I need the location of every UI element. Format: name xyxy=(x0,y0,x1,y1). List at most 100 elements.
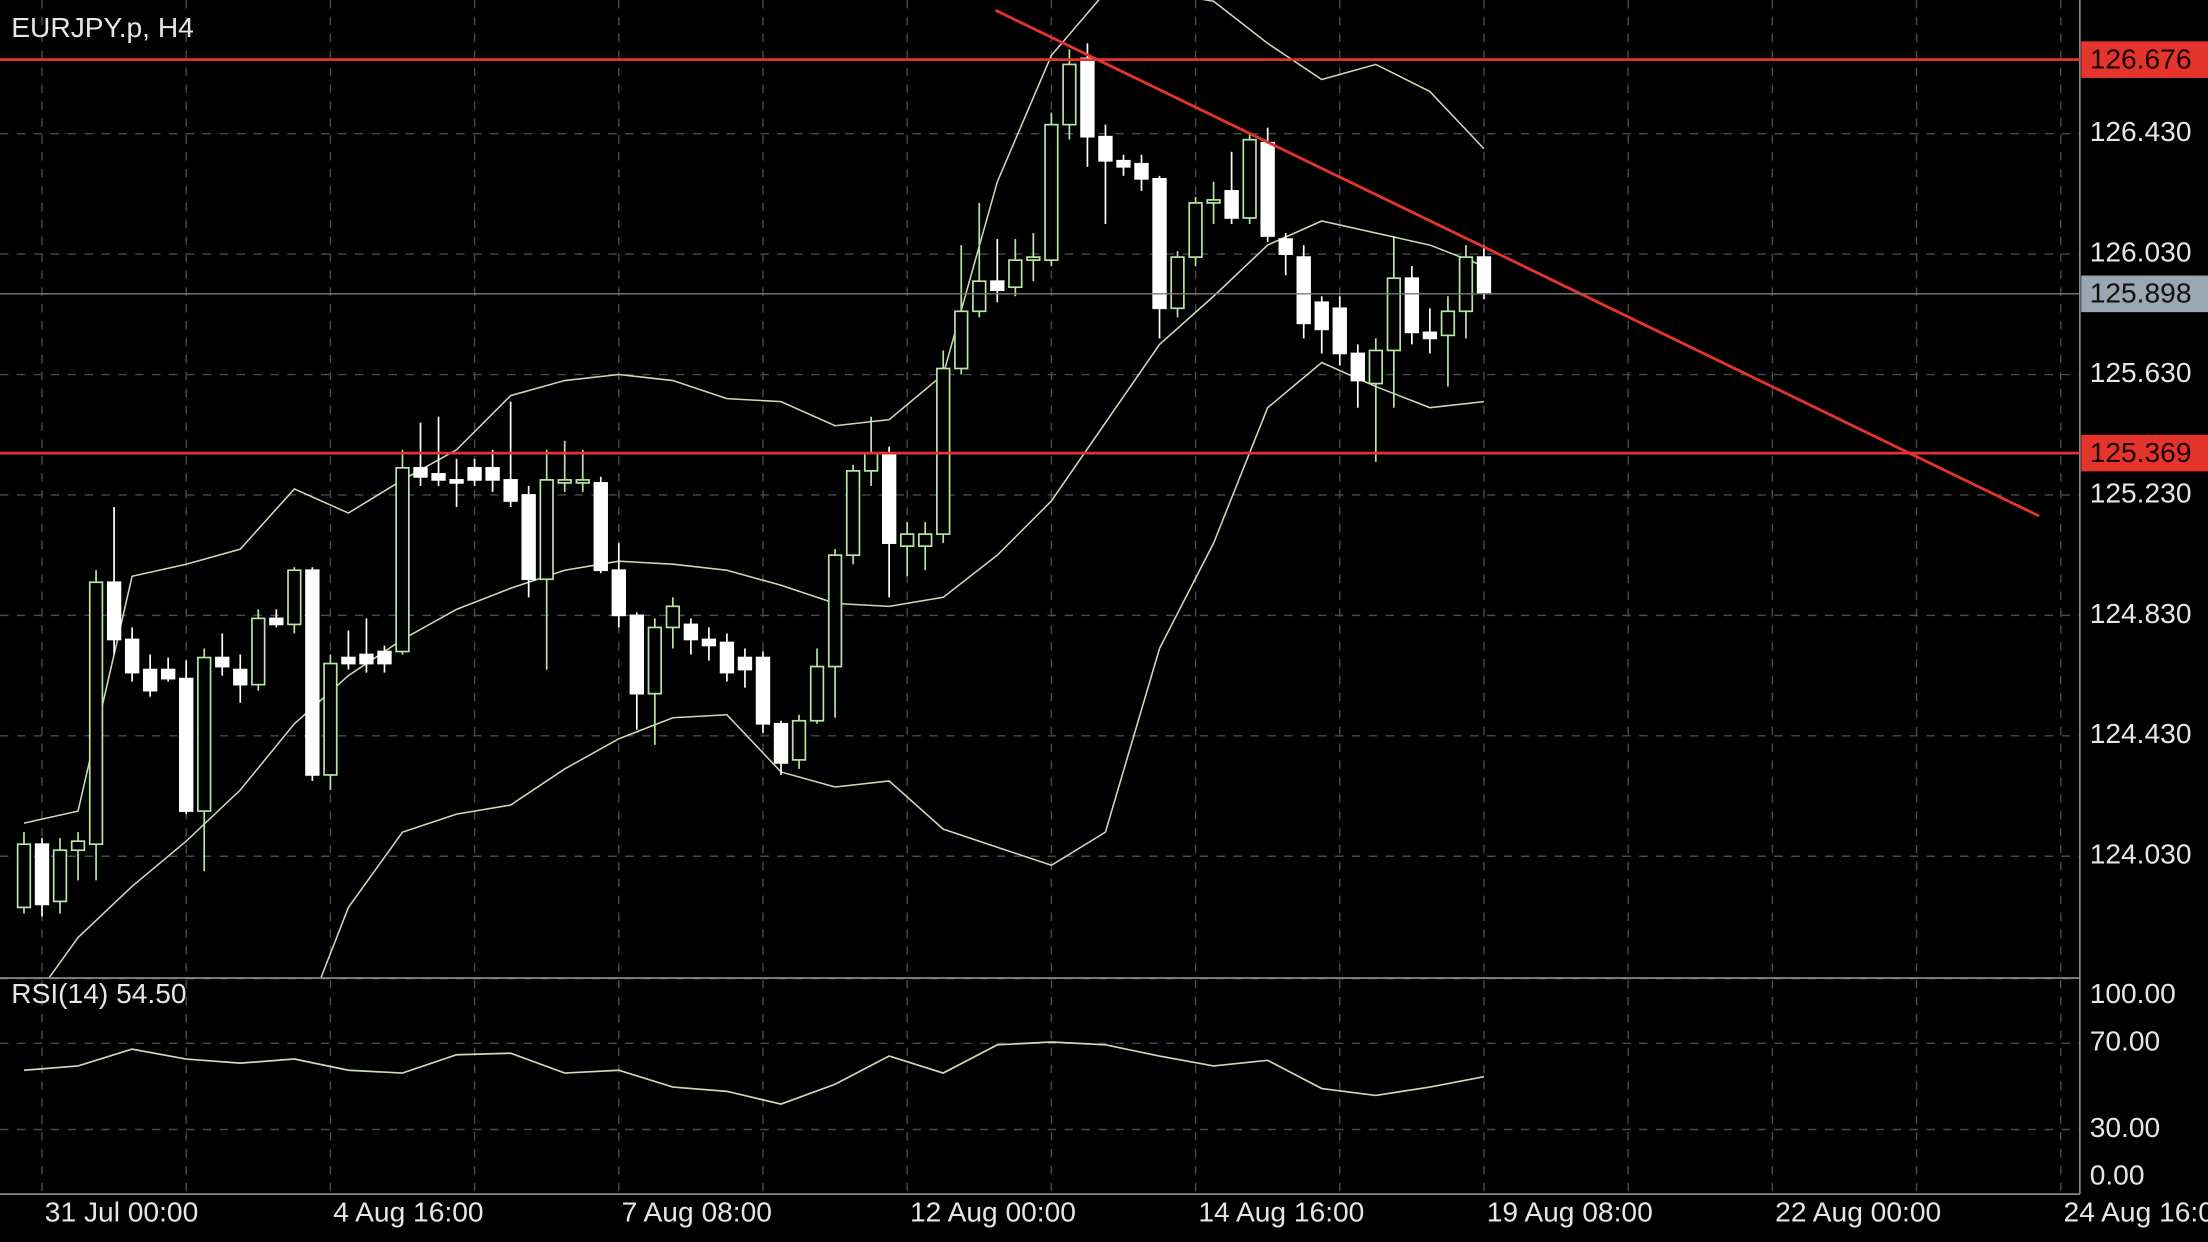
current-price-box xyxy=(2081,275,2208,313)
candle-body xyxy=(593,482,608,572)
candle-body xyxy=(1476,256,1492,295)
candle-body xyxy=(431,473,446,481)
candle-body xyxy=(936,367,951,535)
candle-body xyxy=(809,665,825,722)
rsi-plot xyxy=(23,1041,1485,1105)
candle-body xyxy=(1314,301,1329,331)
axes: 124.030 124.430 124.830 125.230 125.630 126.0… xyxy=(0,41,2208,1227)
candle-body xyxy=(215,656,230,668)
candle-body xyxy=(142,668,158,692)
candle-body xyxy=(1242,138,1257,219)
candle-body xyxy=(1260,141,1275,237)
current-price-label: 125.898 xyxy=(2090,278,2192,309)
candle-body xyxy=(1134,162,1149,180)
candle-body xyxy=(88,581,104,846)
y-tick-label: 100.00 xyxy=(2090,978,2176,1009)
candle-body xyxy=(233,668,248,686)
candle-body xyxy=(1224,190,1239,219)
candle-body xyxy=(503,479,518,502)
candle-body xyxy=(1440,310,1456,337)
y-tick-label: 124.830 xyxy=(2090,598,2192,629)
y-tick-label: 30.00 xyxy=(2090,1112,2160,1143)
candle-body xyxy=(899,533,915,547)
candle-body xyxy=(16,843,32,909)
chart-title: EURJPY.p, H4 xyxy=(11,12,194,43)
candle-body xyxy=(1278,238,1293,255)
candle-body xyxy=(1368,349,1383,385)
candle-body xyxy=(377,650,392,665)
y-tick-label: 126.030 xyxy=(2090,237,2192,268)
candle-body xyxy=(106,581,122,641)
candle-body xyxy=(575,479,590,484)
x-tick-label: 24 Aug 16:00 xyxy=(2064,1196,2208,1227)
y-tick-label: 125.230 xyxy=(2090,477,2192,508)
candle-body xyxy=(918,533,933,547)
candle-body xyxy=(1350,352,1365,382)
candle-body xyxy=(395,467,410,653)
candle-body xyxy=(773,722,789,764)
y-tick-label: 124.430 xyxy=(2090,718,2192,749)
candle-body xyxy=(413,467,428,478)
x-tick-label: 22 Aug 00:00 xyxy=(1775,1196,1941,1227)
candle-body xyxy=(1170,256,1185,310)
candle-body xyxy=(791,719,807,761)
x-tick-label: 12 Aug 00:00 xyxy=(910,1196,1076,1227)
candle-body xyxy=(1206,199,1221,204)
candle-body xyxy=(881,451,897,544)
candle-body xyxy=(611,569,626,617)
level-label: 125.369 xyxy=(2090,437,2192,468)
x-tick-label: 31 Jul 00:00 xyxy=(45,1196,198,1227)
candle-body xyxy=(827,554,843,668)
candle-body xyxy=(1458,256,1474,313)
candle-body xyxy=(737,656,753,671)
candle-body xyxy=(665,605,681,629)
trend-line xyxy=(994,8,2040,518)
candle-body xyxy=(305,569,320,776)
candle-body xyxy=(1080,57,1095,138)
level-label: 126.676 xyxy=(2090,43,2192,74)
candle-body xyxy=(323,662,338,776)
rsi-line xyxy=(23,1041,1485,1105)
candle-body xyxy=(1188,202,1203,258)
candle-body xyxy=(647,626,663,695)
y-tick-label: 0.00 xyxy=(2090,1160,2145,1191)
candle-body xyxy=(1116,159,1131,168)
candle-body xyxy=(1404,277,1420,334)
candle-body xyxy=(287,569,302,626)
y-tick-label: 70.00 xyxy=(2090,1026,2160,1057)
candle-body xyxy=(972,280,987,313)
candle-body xyxy=(449,479,464,484)
candle-body xyxy=(629,614,644,695)
grid xyxy=(0,0,2080,1195)
candle-body xyxy=(755,656,771,725)
candle-body xyxy=(683,623,699,641)
candle-body xyxy=(1386,277,1402,352)
candle-body xyxy=(1296,256,1311,325)
candle-body xyxy=(124,638,140,674)
band-line xyxy=(48,220,1485,978)
candle-body xyxy=(863,451,879,472)
candle-body xyxy=(160,668,176,680)
x-tick-label: 4 Aug 16:00 xyxy=(333,1196,483,1227)
candle-body xyxy=(179,677,194,812)
band-line xyxy=(23,0,1485,824)
y-tick-label: 126.430 xyxy=(2090,116,2192,147)
candle-body xyxy=(1044,123,1059,261)
price-plot xyxy=(16,0,2040,978)
candle-body xyxy=(1152,177,1167,310)
candle-body xyxy=(34,843,50,906)
candle-body xyxy=(197,656,212,812)
band-line xyxy=(320,361,1485,978)
candle-body xyxy=(539,479,554,581)
rsi-title: RSI(14) 54.50 xyxy=(11,978,186,1009)
candle-body xyxy=(359,653,374,665)
candle-body xyxy=(521,494,536,581)
candle-body xyxy=(251,617,266,686)
candle-body xyxy=(990,280,1005,292)
level-label-box xyxy=(2081,434,2208,472)
candle-body xyxy=(845,470,861,557)
candle-body xyxy=(1026,256,1041,261)
y-tick-label: 125.630 xyxy=(2090,357,2192,388)
candle-body xyxy=(269,617,284,626)
